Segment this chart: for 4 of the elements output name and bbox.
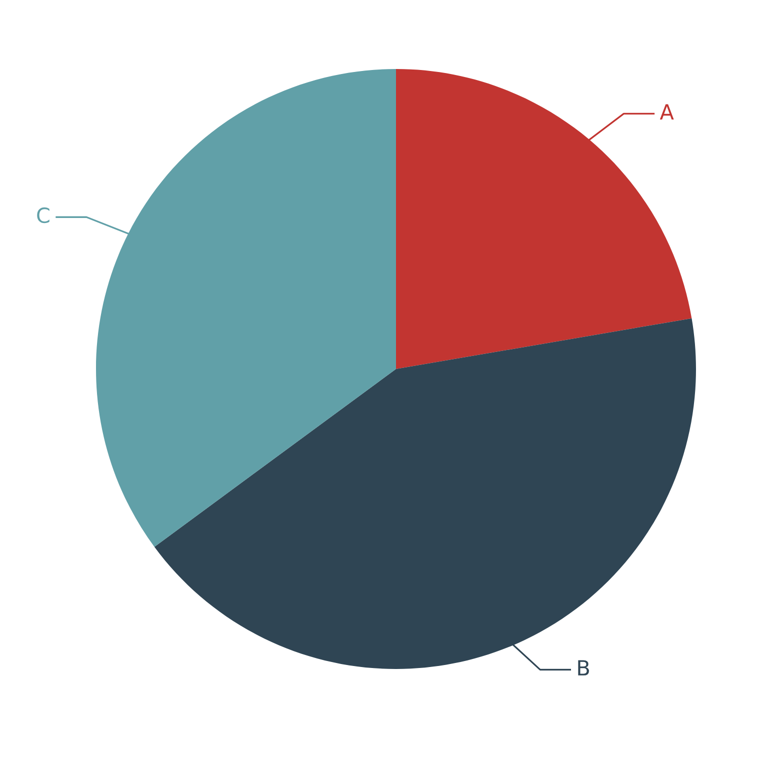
slice-label: A — [660, 104, 674, 120]
slice-label: B — [578, 660, 589, 676]
slice-label: C — [37, 207, 50, 224]
pie-slice — [396, 69, 692, 369]
